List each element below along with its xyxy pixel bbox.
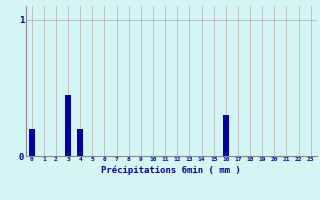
X-axis label: Précipitations 6min ( mm ): Précipitations 6min ( mm )	[101, 165, 241, 175]
Bar	[65, 95, 71, 156]
Bar	[77, 129, 83, 156]
Bar	[28, 129, 35, 156]
Bar	[223, 115, 229, 156]
